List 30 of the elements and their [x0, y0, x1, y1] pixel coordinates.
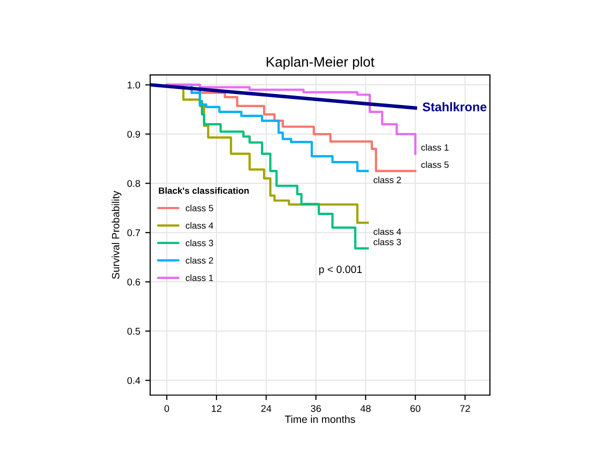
series-label: Stahlkrone — [422, 102, 486, 112]
y-tick-label: 0.8 — [127, 180, 140, 187]
y-tick-label: 0.4 — [127, 377, 140, 384]
y-axis-title: Survival Probability — [112, 190, 122, 279]
x-tick-label: 72 — [460, 405, 470, 412]
x-tick-label: 48 — [360, 405, 371, 412]
text: class 3 — [374, 238, 401, 246]
x-tick-label: 0 — [164, 405, 170, 412]
legend-title: Black's classification — [158, 187, 249, 194]
x-tick-label: 36 — [310, 405, 321, 412]
x-tick-label: 12 — [212, 405, 222, 412]
y-tick-label: 1.0 — [128, 82, 140, 88]
legend-label: class 1 — [186, 274, 214, 282]
y-tick-label: 0.9 — [127, 130, 140, 138]
legend-label: class 3 — [186, 240, 214, 246]
y-tick-label: 0.6 — [127, 278, 140, 286]
text: class 1 — [421, 144, 449, 151]
legend-label: class 4 — [186, 222, 214, 229]
text: class 5 — [421, 161, 449, 168]
chart-title: Kaplan-Meier plot — [266, 56, 374, 70]
x-tick-label: 60 — [410, 405, 420, 412]
x-axis-title: Time in months — [284, 415, 356, 423]
y-tick-label: 0.5 — [127, 328, 140, 335]
legend-label: class 5 — [186, 204, 214, 212]
annotation: p < 0.001 — [319, 266, 362, 276]
x-tick-label: 24 — [261, 405, 272, 412]
legend-label: class 2 — [186, 257, 214, 264]
text: class 4 — [374, 228, 402, 235]
y-tick-label: 0.7 — [127, 229, 140, 236]
text: class 2 — [374, 176, 401, 184]
